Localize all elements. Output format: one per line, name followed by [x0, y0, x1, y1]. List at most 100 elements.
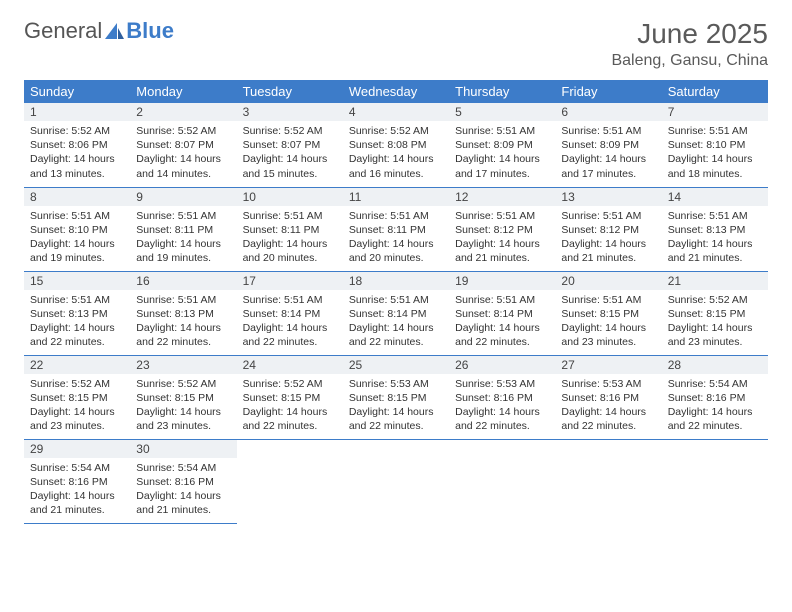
- weekday-header: Saturday: [662, 80, 768, 103]
- day-number: 8: [24, 188, 130, 206]
- day-number: 7: [662, 103, 768, 121]
- location-text: Baleng, Gansu, China: [611, 52, 768, 70]
- weekday-header: Thursday: [449, 80, 555, 103]
- calendar-cell: 15Sunrise: 5:51 AMSunset: 8:13 PMDayligh…: [24, 271, 130, 355]
- day-details: Sunrise: 5:52 AMSunset: 8:08 PMDaylight:…: [343, 121, 449, 185]
- calendar-row: 1Sunrise: 5:52 AMSunset: 8:06 PMDaylight…: [24, 103, 768, 187]
- calendar-cell: 3Sunrise: 5:52 AMSunset: 8:07 PMDaylight…: [237, 103, 343, 187]
- calendar-cell: 14Sunrise: 5:51 AMSunset: 8:13 PMDayligh…: [662, 187, 768, 271]
- day-number: 23: [130, 356, 236, 374]
- day-number: 1: [24, 103, 130, 121]
- header: General Blue June 2025 Baleng, Gansu, Ch…: [24, 18, 768, 70]
- calendar-cell: 30Sunrise: 5:54 AMSunset: 8:16 PMDayligh…: [130, 439, 236, 523]
- day-number: 25: [343, 356, 449, 374]
- calendar-cell: 29Sunrise: 5:54 AMSunset: 8:16 PMDayligh…: [24, 439, 130, 523]
- calendar-cell: [662, 439, 768, 523]
- day-details: Sunrise: 5:52 AMSunset: 8:15 PMDaylight:…: [24, 374, 130, 438]
- day-details: Sunrise: 5:52 AMSunset: 8:06 PMDaylight:…: [24, 121, 130, 185]
- calendar-cell: 17Sunrise: 5:51 AMSunset: 8:14 PMDayligh…: [237, 271, 343, 355]
- logo: General Blue: [24, 18, 174, 44]
- weekday-header-row: SundayMondayTuesdayWednesdayThursdayFrid…: [24, 80, 768, 103]
- day-details: Sunrise: 5:51 AMSunset: 8:10 PMDaylight:…: [24, 206, 130, 270]
- calendar-cell: 5Sunrise: 5:51 AMSunset: 8:09 PMDaylight…: [449, 103, 555, 187]
- day-number: 14: [662, 188, 768, 206]
- day-details: Sunrise: 5:51 AMSunset: 8:12 PMDaylight:…: [555, 206, 661, 270]
- day-details: Sunrise: 5:51 AMSunset: 8:11 PMDaylight:…: [130, 206, 236, 270]
- calendar-cell: 19Sunrise: 5:51 AMSunset: 8:14 PMDayligh…: [449, 271, 555, 355]
- logo-sail-icon: [104, 22, 126, 40]
- calendar-cell: 18Sunrise: 5:51 AMSunset: 8:14 PMDayligh…: [343, 271, 449, 355]
- calendar-cell: 4Sunrise: 5:52 AMSunset: 8:08 PMDaylight…: [343, 103, 449, 187]
- weekday-header: Sunday: [24, 80, 130, 103]
- calendar-row: 29Sunrise: 5:54 AMSunset: 8:16 PMDayligh…: [24, 439, 768, 523]
- day-details: Sunrise: 5:51 AMSunset: 8:12 PMDaylight:…: [449, 206, 555, 270]
- day-details: Sunrise: 5:51 AMSunset: 8:11 PMDaylight:…: [343, 206, 449, 270]
- day-number: 24: [237, 356, 343, 374]
- calendar-cell: 8Sunrise: 5:51 AMSunset: 8:10 PMDaylight…: [24, 187, 130, 271]
- logo-text-2: Blue: [126, 18, 174, 44]
- calendar-cell: [343, 439, 449, 523]
- day-number: 30: [130, 440, 236, 458]
- day-details: Sunrise: 5:52 AMSunset: 8:15 PMDaylight:…: [130, 374, 236, 438]
- day-details: Sunrise: 5:51 AMSunset: 8:13 PMDaylight:…: [130, 290, 236, 354]
- calendar-row: 15Sunrise: 5:51 AMSunset: 8:13 PMDayligh…: [24, 271, 768, 355]
- day-number: 18: [343, 272, 449, 290]
- day-number: 12: [449, 188, 555, 206]
- day-number: 15: [24, 272, 130, 290]
- day-number: 26: [449, 356, 555, 374]
- day-number: 19: [449, 272, 555, 290]
- day-number: 13: [555, 188, 661, 206]
- calendar-cell: 23Sunrise: 5:52 AMSunset: 8:15 PMDayligh…: [130, 355, 236, 439]
- day-details: Sunrise: 5:51 AMSunset: 8:11 PMDaylight:…: [237, 206, 343, 270]
- page-title: June 2025: [611, 18, 768, 50]
- day-details: Sunrise: 5:53 AMSunset: 8:16 PMDaylight:…: [449, 374, 555, 438]
- calendar-cell: 11Sunrise: 5:51 AMSunset: 8:11 PMDayligh…: [343, 187, 449, 271]
- weekday-header: Monday: [130, 80, 236, 103]
- calendar-cell: 12Sunrise: 5:51 AMSunset: 8:12 PMDayligh…: [449, 187, 555, 271]
- day-number: 4: [343, 103, 449, 121]
- day-details: Sunrise: 5:53 AMSunset: 8:15 PMDaylight:…: [343, 374, 449, 438]
- calendar-cell: 20Sunrise: 5:51 AMSunset: 8:15 PMDayligh…: [555, 271, 661, 355]
- logo-text-1: General: [24, 18, 102, 44]
- weekday-header: Friday: [555, 80, 661, 103]
- day-number: 9: [130, 188, 236, 206]
- calendar-cell: [555, 439, 661, 523]
- calendar-cell: 13Sunrise: 5:51 AMSunset: 8:12 PMDayligh…: [555, 187, 661, 271]
- day-number: 11: [343, 188, 449, 206]
- calendar-cell: [237, 439, 343, 523]
- day-number: 21: [662, 272, 768, 290]
- calendar-cell: [449, 439, 555, 523]
- calendar-cell: 16Sunrise: 5:51 AMSunset: 8:13 PMDayligh…: [130, 271, 236, 355]
- day-details: Sunrise: 5:54 AMSunset: 8:16 PMDaylight:…: [662, 374, 768, 438]
- day-number: 22: [24, 356, 130, 374]
- weekday-header: Wednesday: [343, 80, 449, 103]
- day-details: Sunrise: 5:52 AMSunset: 8:15 PMDaylight:…: [237, 374, 343, 438]
- weekday-header: Tuesday: [237, 80, 343, 103]
- calendar-row: 22Sunrise: 5:52 AMSunset: 8:15 PMDayligh…: [24, 355, 768, 439]
- calendar-cell: 7Sunrise: 5:51 AMSunset: 8:10 PMDaylight…: [662, 103, 768, 187]
- day-number: 29: [24, 440, 130, 458]
- day-number: 28: [662, 356, 768, 374]
- day-number: 16: [130, 272, 236, 290]
- calendar-cell: 2Sunrise: 5:52 AMSunset: 8:07 PMDaylight…: [130, 103, 236, 187]
- calendar-cell: 1Sunrise: 5:52 AMSunset: 8:06 PMDaylight…: [24, 103, 130, 187]
- day-details: Sunrise: 5:54 AMSunset: 8:16 PMDaylight:…: [130, 458, 236, 522]
- day-details: Sunrise: 5:51 AMSunset: 8:15 PMDaylight:…: [555, 290, 661, 354]
- day-details: Sunrise: 5:51 AMSunset: 8:09 PMDaylight:…: [449, 121, 555, 185]
- day-details: Sunrise: 5:51 AMSunset: 8:14 PMDaylight:…: [449, 290, 555, 354]
- calendar-cell: 22Sunrise: 5:52 AMSunset: 8:15 PMDayligh…: [24, 355, 130, 439]
- day-details: Sunrise: 5:52 AMSunset: 8:07 PMDaylight:…: [237, 121, 343, 185]
- day-details: Sunrise: 5:53 AMSunset: 8:16 PMDaylight:…: [555, 374, 661, 438]
- calendar-cell: 27Sunrise: 5:53 AMSunset: 8:16 PMDayligh…: [555, 355, 661, 439]
- calendar-table: SundayMondayTuesdayWednesdayThursdayFrid…: [24, 80, 768, 524]
- calendar-cell: 9Sunrise: 5:51 AMSunset: 8:11 PMDaylight…: [130, 187, 236, 271]
- day-number: 5: [449, 103, 555, 121]
- day-details: Sunrise: 5:51 AMSunset: 8:13 PMDaylight:…: [24, 290, 130, 354]
- day-number: 10: [237, 188, 343, 206]
- day-details: Sunrise: 5:51 AMSunset: 8:10 PMDaylight:…: [662, 121, 768, 185]
- day-number: 20: [555, 272, 661, 290]
- day-number: 17: [237, 272, 343, 290]
- calendar-cell: 24Sunrise: 5:52 AMSunset: 8:15 PMDayligh…: [237, 355, 343, 439]
- day-details: Sunrise: 5:54 AMSunset: 8:16 PMDaylight:…: [24, 458, 130, 522]
- calendar-cell: 28Sunrise: 5:54 AMSunset: 8:16 PMDayligh…: [662, 355, 768, 439]
